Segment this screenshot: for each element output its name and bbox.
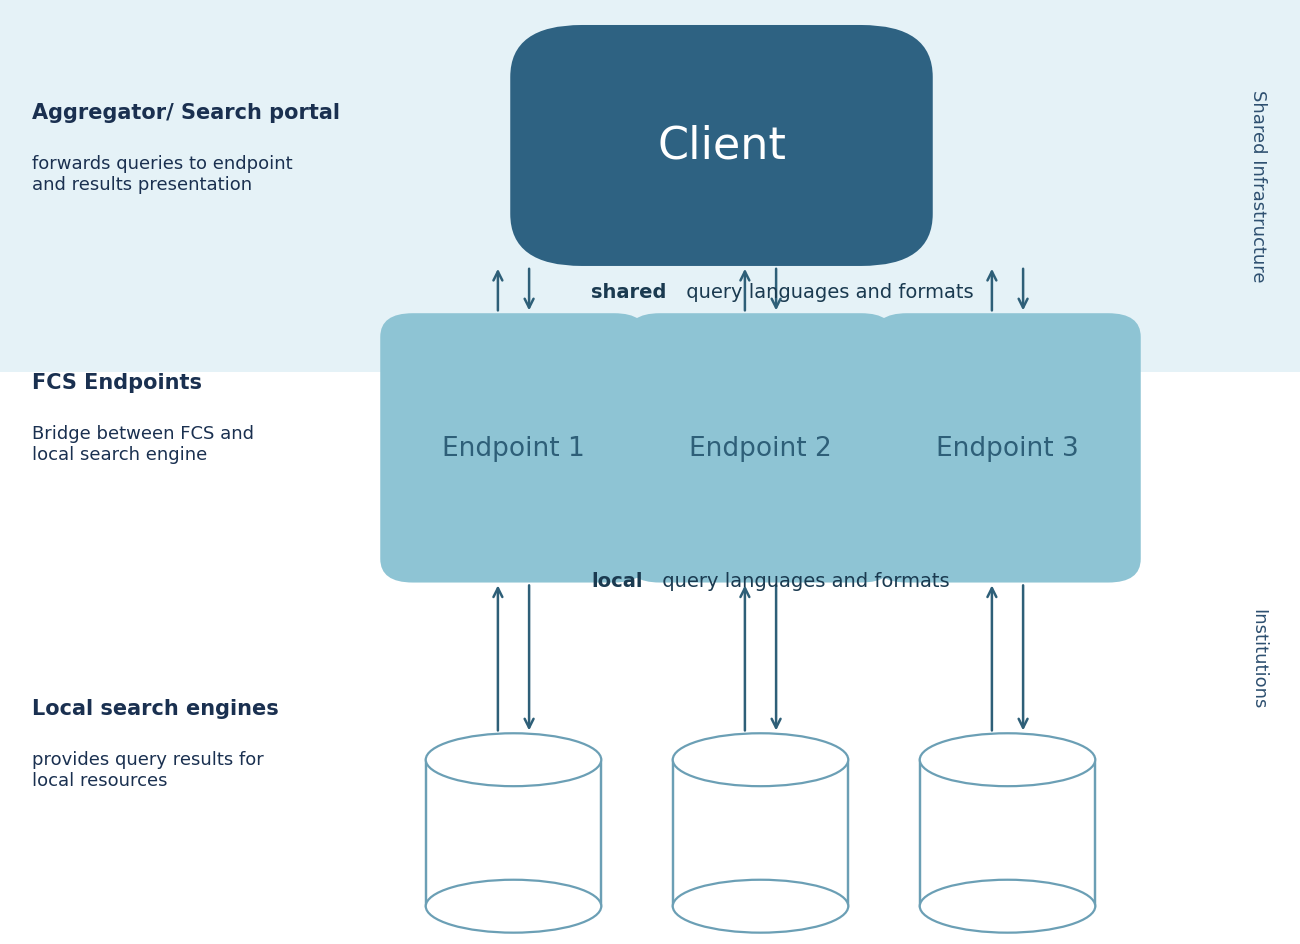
Text: Bridge between FCS and
local search engine: Bridge between FCS and local search engi… [32,424,255,464]
Bar [0,373,1300,944]
FancyBboxPatch shape [627,313,894,582]
Text: Endpoint 2: Endpoint 2 [689,435,832,462]
Text: Aggregator/ Search portal: Aggregator/ Search portal [32,103,341,124]
Text: forwards queries to endpoint
and results presentation: forwards queries to endpoint and results… [32,155,292,194]
FancyBboxPatch shape [874,313,1141,582]
Bar [0,0,1300,373]
Ellipse shape [920,733,1095,786]
Text: query languages and formats: query languages and formats [656,571,950,590]
Text: Institutions: Institutions [1249,608,1268,709]
Text: shared: shared [592,283,667,302]
Text: Client: Client [656,125,786,168]
Bar [920,760,1095,906]
Ellipse shape [673,880,848,933]
Ellipse shape [426,880,601,933]
Text: local: local [592,571,644,590]
Bar [426,760,601,906]
Text: FCS Endpoints: FCS Endpoints [32,372,203,393]
Text: Endpoint 3: Endpoint 3 [936,435,1079,462]
FancyBboxPatch shape [380,313,647,582]
Text: provides query results for
local resources: provides query results for local resourc… [32,750,264,789]
Text: Local search engines: Local search engines [32,698,280,718]
FancyBboxPatch shape [511,26,933,267]
Text: query languages and formats: query languages and formats [680,283,974,302]
Ellipse shape [920,880,1095,933]
Ellipse shape [426,733,601,786]
Bar [673,760,848,906]
Text: Shared Infrastructure: Shared Infrastructure [1249,91,1268,282]
Text: Endpoint 1: Endpoint 1 [442,435,585,462]
Ellipse shape [673,733,848,786]
